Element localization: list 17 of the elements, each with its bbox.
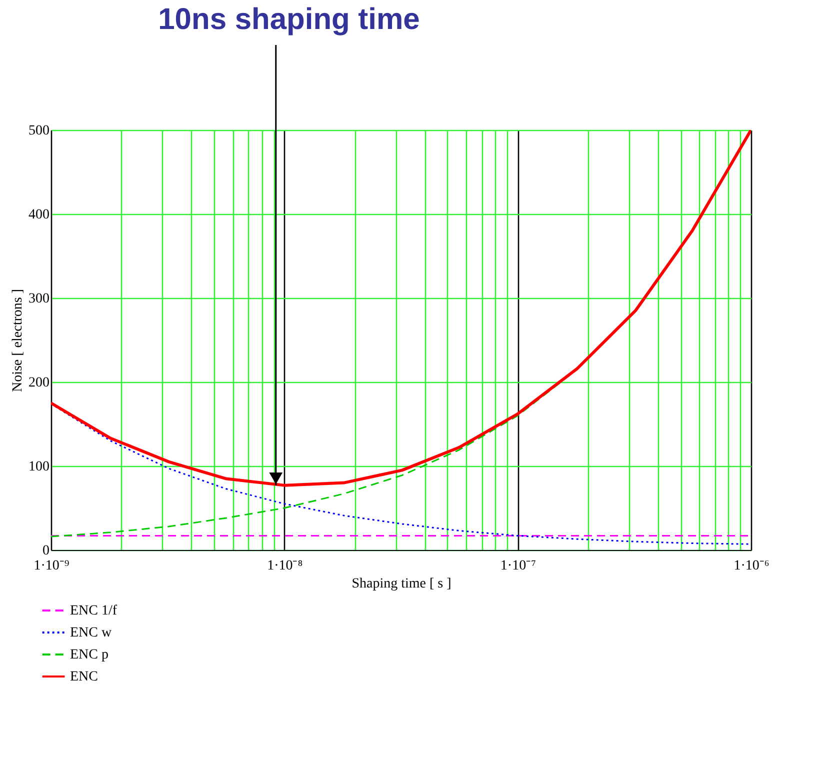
- y-tick-label: 300: [28, 292, 50, 306]
- x-tick-label: 1·10⁻⁸: [267, 558, 303, 574]
- x-tick-label: 1·10⁻⁹: [34, 558, 70, 574]
- x-axis-title: Shaping time [ s ]: [352, 576, 452, 592]
- legend-label: ENC 1/f: [70, 604, 118, 618]
- annotation: 10ns shaping time: [158, 3, 420, 36]
- y-axis-title: Noise [ electrons ]: [10, 288, 26, 392]
- legend-label: ENC w: [70, 626, 112, 640]
- legend-label: ENC p: [70, 648, 108, 662]
- y-tick-label: 500: [28, 124, 50, 138]
- y-tick-label: 400: [28, 208, 50, 222]
- y-tick-label: 200: [28, 376, 50, 390]
- legend-label: ENC: [70, 670, 98, 684]
- x-tick-label: 1·10⁻⁶: [734, 558, 770, 574]
- x-tick-label: 1·10⁻⁷: [500, 558, 536, 574]
- y-tick-label: 0: [42, 544, 50, 558]
- y-tick-label: 100: [28, 460, 50, 474]
